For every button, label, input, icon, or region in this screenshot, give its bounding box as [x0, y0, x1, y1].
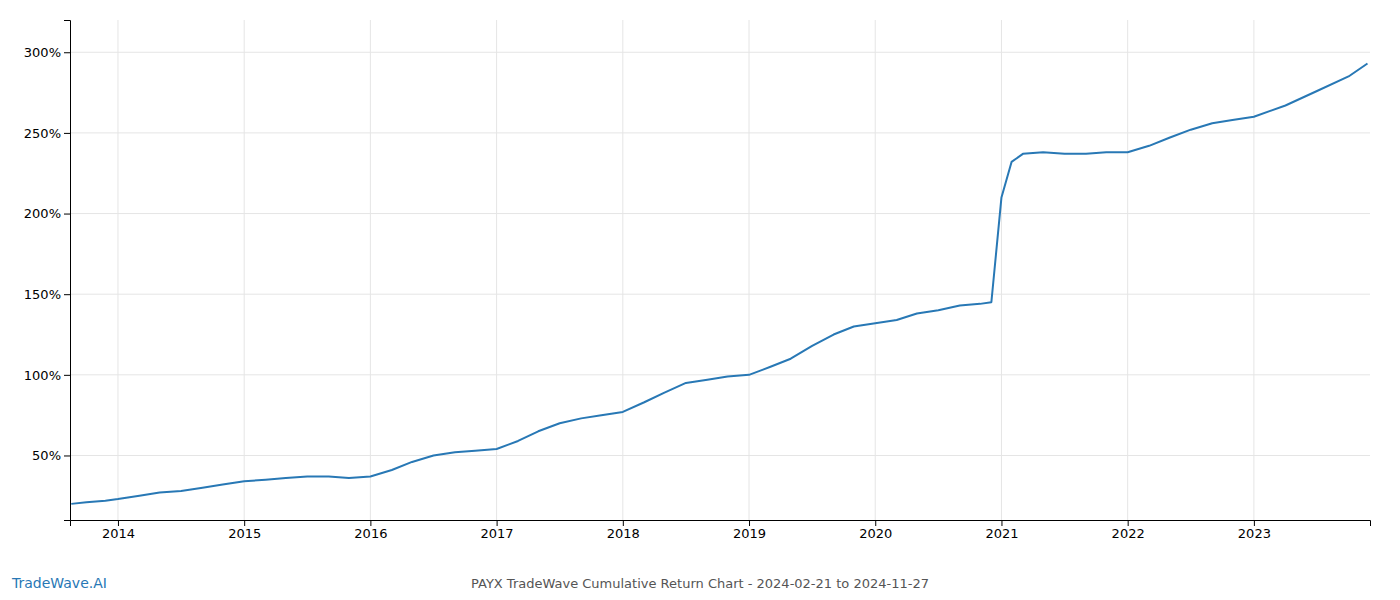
tick-label: 2022	[1112, 526, 1145, 541]
tick: 250%	[24, 126, 70, 141]
tick-label: 2018	[607, 526, 640, 541]
grid-line	[117, 20, 118, 520]
grid-line	[622, 20, 623, 520]
grid-line	[70, 52, 1370, 53]
tick-mark	[64, 52, 70, 53]
tick-label: 2016	[354, 526, 387, 541]
tick-mark	[64, 455, 70, 456]
line	[71, 64, 1367, 504]
grid-line	[70, 294, 1370, 295]
tick-mark	[64, 214, 70, 215]
axis-line	[64, 21, 71, 521]
grid-line	[1253, 20, 1254, 520]
tick-label: 2021	[985, 526, 1018, 541]
tick-mark	[749, 520, 750, 526]
tick: 2021	[985, 520, 1018, 541]
tick-label: 300%	[24, 45, 61, 60]
tick-label: 250%	[24, 126, 61, 141]
tick: 2015	[228, 520, 261, 541]
tick-mark	[1254, 520, 1255, 526]
annotation: TradeWave.AI	[11, 575, 107, 591]
tick-mark	[1001, 520, 1002, 526]
tick-label: 150%	[24, 287, 61, 302]
tick-mark	[118, 520, 119, 526]
grid-line	[70, 213, 1370, 214]
grid-line	[70, 455, 1370, 456]
tick-label: 50%	[32, 448, 61, 463]
tick-mark	[875, 520, 876, 526]
grid-line	[370, 20, 371, 520]
tick-mark	[244, 520, 245, 526]
x-axis: 2014 2015 2016 2017 2018 2019 2020 2021 2022 2023	[71, 520, 1371, 541]
tick-mark	[1128, 520, 1129, 526]
tick-mark	[64, 375, 70, 376]
y-axis: 50% 100% 150% 200% 250% 300%	[24, 21, 71, 521]
tick: 2018	[607, 520, 640, 541]
tick-mark	[64, 294, 70, 295]
tick-label: 2014	[102, 526, 135, 541]
tick: 200%	[24, 206, 70, 221]
tick: 2020	[859, 520, 892, 541]
axis-line	[71, 521, 1371, 527]
grid-line	[1001, 20, 1002, 520]
grid	[70, 20, 1370, 520]
grid-line	[70, 132, 1370, 133]
tick: 2023	[1238, 520, 1271, 541]
tick-label: 100%	[24, 367, 61, 382]
tick-label: 2023	[1238, 526, 1271, 541]
tick-mark	[64, 133, 70, 134]
tick: 2014	[102, 520, 135, 541]
tick: 150%	[24, 287, 70, 302]
grid-line	[70, 374, 1370, 375]
tick: 2019	[733, 520, 766, 541]
plot-area	[71, 64, 1367, 504]
tick: 100%	[24, 367, 70, 382]
chart: 2014 2015 2016 2017 2018 2019 2020 2021 2022 2023…	[0, 0, 1400, 600]
grid-line	[875, 20, 876, 520]
grid-line	[496, 20, 497, 520]
tick: 50%	[32, 448, 70, 463]
title: PAYX TradeWave Cumulative Return Chart -…	[471, 576, 929, 591]
tick: 2022	[1112, 520, 1145, 541]
grid-line	[244, 20, 245, 520]
tick-label: 2017	[481, 526, 514, 541]
tick-label: 2020	[859, 526, 892, 541]
tick-mark	[370, 520, 371, 526]
tick: 2017	[481, 520, 514, 541]
tick-mark	[623, 520, 624, 526]
grid-line	[1127, 20, 1128, 520]
tick-label: 200%	[24, 206, 61, 221]
tick-label: 2019	[733, 526, 766, 541]
grid-line	[749, 20, 750, 520]
tick-mark	[497, 520, 498, 526]
tick: 300%	[24, 45, 70, 60]
tick-label: 2015	[228, 526, 261, 541]
tick: 2016	[354, 520, 387, 541]
